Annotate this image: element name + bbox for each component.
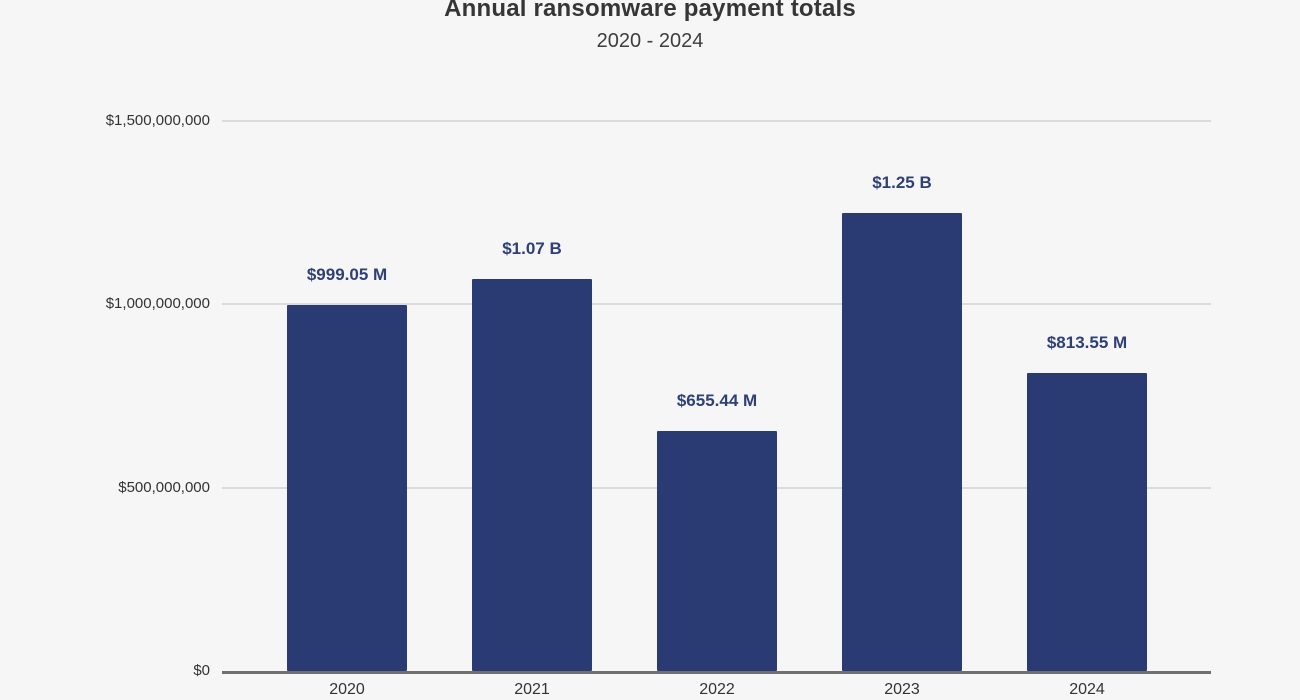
y-axis-tick-label: $1,500,000,000 — [105, 112, 210, 129]
y-gridline — [222, 303, 1211, 305]
bar-2022[interactable] — [657, 431, 777, 671]
y-gridline — [222, 120, 1211, 122]
bar-2020[interactable] — [287, 305, 407, 671]
x-axis-tick-label-2022: 2022 — [699, 681, 735, 698]
x-axis-tick-label-2023: 2023 — [884, 681, 920, 698]
x-axis-tick-label-2020: 2020 — [329, 681, 365, 698]
bar-value-label-2023: $1.25 B — [872, 173, 932, 192]
bar-value-label-2024: $813.55 M — [1046, 333, 1128, 352]
y-axis-tick-label: $500,000,000 — [118, 479, 210, 496]
bar-value-label-2022: $655.44 M — [676, 391, 758, 410]
bar-value-label-2020: $999.05 M — [306, 265, 388, 284]
x-axis-baseline — [222, 671, 1211, 674]
y-axis-tick-label: $1,000,000,000 — [105, 295, 210, 312]
bar-value-label-2021: $1.07 B — [502, 239, 562, 258]
y-axis-tick-label: $0 — [193, 662, 210, 679]
x-axis-tick-label-2021: 2021 — [514, 681, 550, 698]
bar-2021[interactable] — [472, 279, 592, 671]
chart-title: Annual ransomware payment totals — [444, 0, 856, 22]
bar-2024[interactable] — [1027, 373, 1147, 671]
chart-subtitle: 2020 - 2024 — [596, 30, 704, 52]
bar-2023[interactable] — [842, 213, 962, 671]
x-axis-tick-label-2024: 2024 — [1069, 681, 1105, 698]
